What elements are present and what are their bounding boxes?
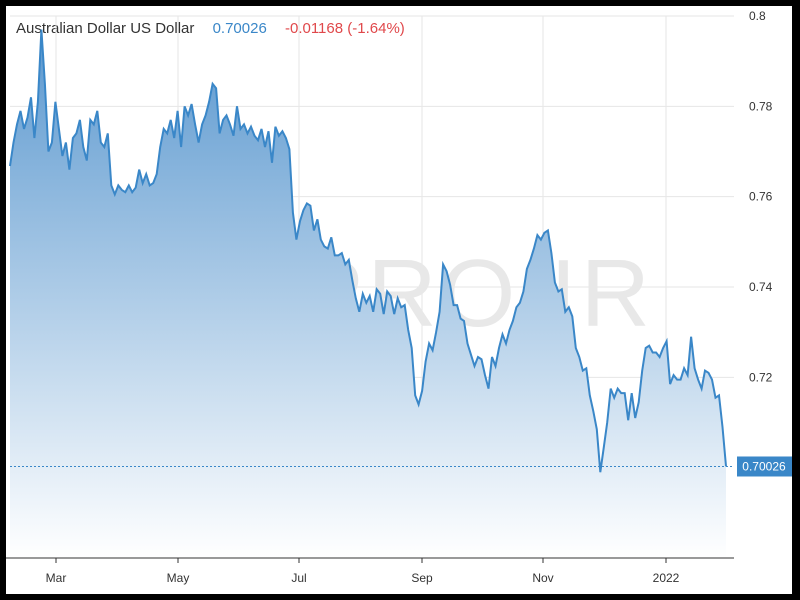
x-tick-label: Sep xyxy=(411,571,433,585)
x-tick-label: Nov xyxy=(532,571,553,585)
last-value-label: 0.70026 xyxy=(742,459,786,473)
chart-frame: Australian Dollar US Dollar 0.70026 -0.0… xyxy=(6,6,792,594)
series-area xyxy=(10,29,726,559)
y-axis: 0.8 0.78 0.76 0.74 0.72 xyxy=(749,9,773,384)
y-tick-label: 0.76 xyxy=(749,190,773,204)
y-tick-label: 0.74 xyxy=(749,280,773,294)
x-tick-label: May xyxy=(167,571,190,585)
y-tick-label: 0.78 xyxy=(749,99,773,113)
instrument-name: Australian Dollar US Dollar xyxy=(16,20,195,37)
y-tick-label: 0.8 xyxy=(749,9,766,23)
price-change: -0.01168 (-1.64%) xyxy=(284,20,405,37)
price-chart: CMPRO.IR Mar May Jul Sep Nov 2022 0.80.780.76… xyxy=(6,9,792,585)
chart-header: Australian Dollar US Dollar 0.70026 -0.0… xyxy=(16,20,405,37)
last-value-box xyxy=(737,456,792,477)
x-tick-label: Jul xyxy=(291,571,306,585)
x-tick-label: 2022 xyxy=(653,571,680,585)
x-axis: Mar May Jul Sep Nov 2022 xyxy=(46,558,680,585)
last-value-marker: 0.70026 xyxy=(737,456,792,477)
y-tick-label: 0.72 xyxy=(749,370,773,384)
x-tick-label: Mar xyxy=(46,571,67,585)
last-price: 0.70026 xyxy=(212,20,267,37)
series-line xyxy=(9,29,727,473)
